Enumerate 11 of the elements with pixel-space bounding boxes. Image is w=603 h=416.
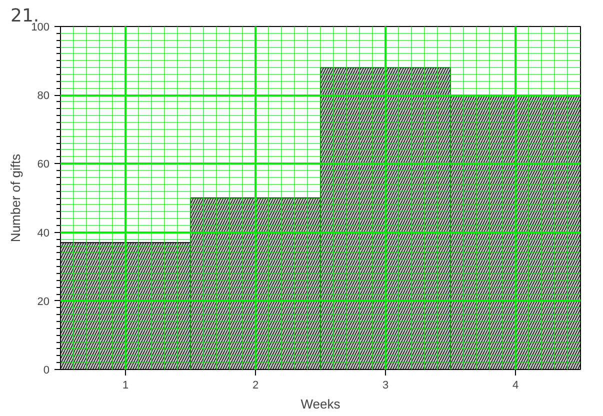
y-tick-label: 0 <box>43 364 50 376</box>
y-tick-label: 20 <box>37 296 50 308</box>
x-axis-title: Weeks <box>300 396 341 412</box>
y-tick-label: 40 <box>37 227 50 240</box>
x-tick-label: 3 <box>382 380 389 392</box>
x-tick-label: 1 <box>122 380 129 392</box>
y-axis-title: Number of gifts <box>8 153 24 242</box>
y-tick-label: 80 <box>37 90 50 102</box>
x-tick-label: 2 <box>252 380 259 392</box>
y-tick-label: 60 <box>37 158 50 171</box>
x-tick-label: 4 <box>512 380 519 392</box>
